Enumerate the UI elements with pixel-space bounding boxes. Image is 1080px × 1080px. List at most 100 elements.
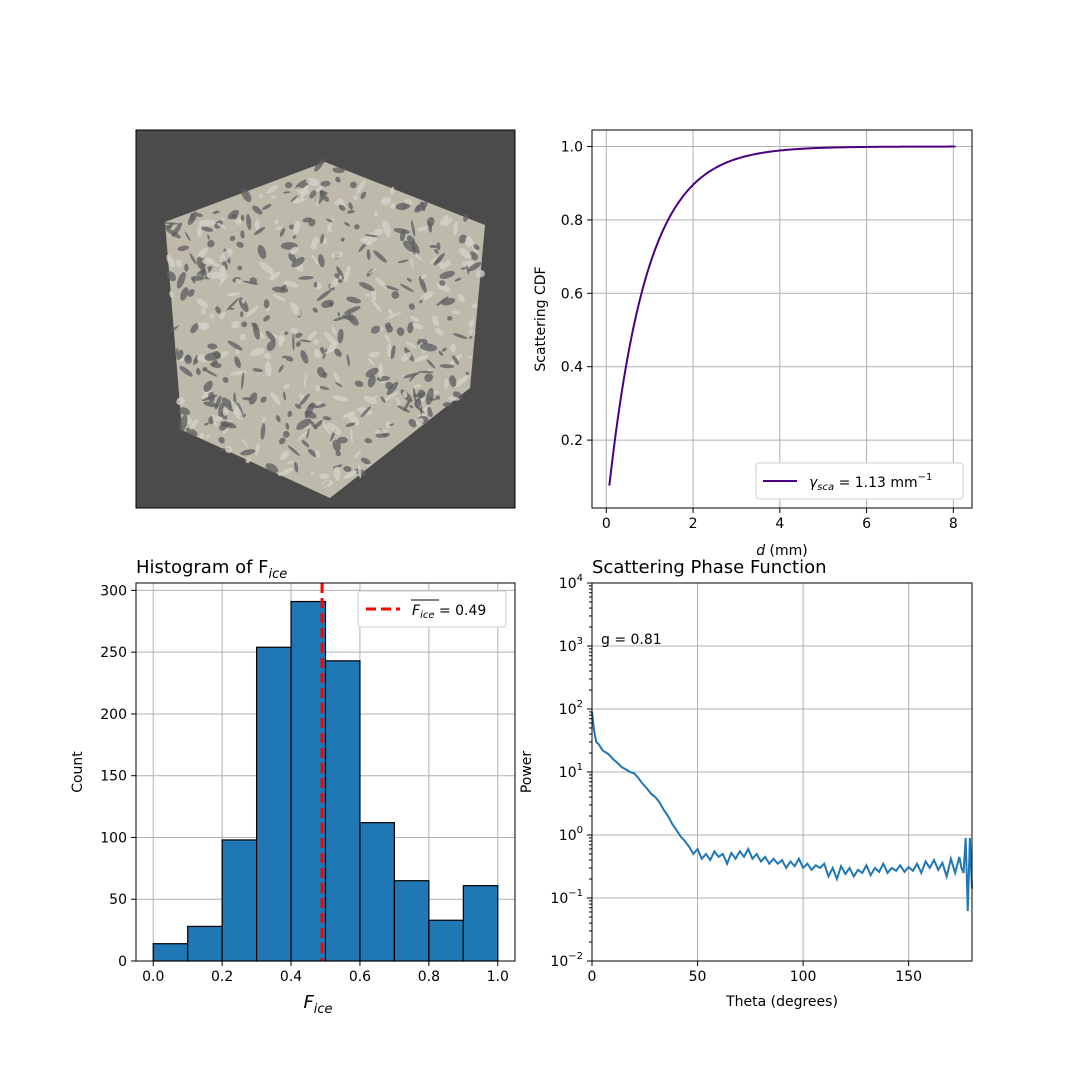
ice-grain xyxy=(231,213,238,220)
ice-grain xyxy=(278,364,284,373)
ice-grain xyxy=(419,343,438,352)
phase-ytick-label: 102 xyxy=(559,699,583,718)
ice-grain xyxy=(214,415,223,422)
ice-grain xyxy=(402,390,408,399)
ice-grain xyxy=(386,325,393,333)
ice-grain xyxy=(471,303,478,309)
ice-grain xyxy=(451,310,461,315)
histogram-bar xyxy=(255,646,292,962)
ice-grain xyxy=(314,158,325,172)
ice-grain xyxy=(425,387,434,406)
ice-grain xyxy=(187,288,195,297)
ice-grain xyxy=(345,422,356,427)
ice-grain xyxy=(332,167,345,174)
phase-ytick-label: 10−1 xyxy=(550,888,583,907)
ice-grain xyxy=(201,308,206,315)
ice-grain xyxy=(420,405,423,416)
ice-grain xyxy=(226,292,242,297)
ice-grain xyxy=(207,343,218,350)
ice-grain xyxy=(203,401,219,408)
histogram-panel: 0.0 0.2 0.4 0.6 0.8 1.0 0 50 100 150 200 250 300 His… xyxy=(70,557,516,1017)
ice-grain xyxy=(261,417,266,423)
ice-grain xyxy=(371,395,378,401)
ice-grain xyxy=(189,253,197,265)
ice-grain xyxy=(439,214,449,226)
ice-grain xyxy=(169,290,174,298)
ice-grain xyxy=(201,226,214,232)
ice-grain xyxy=(390,345,396,360)
ice-grain xyxy=(184,355,193,364)
ice-grain xyxy=(421,338,428,345)
histogram-legend-label: Fice = 0.49 xyxy=(412,603,486,621)
ice-grain xyxy=(207,234,210,240)
ice-grain xyxy=(245,305,259,318)
ice-grain xyxy=(264,352,271,360)
ice-grain xyxy=(380,396,386,403)
ice-grain xyxy=(347,210,355,214)
histogram-xtick-label: 0.4 xyxy=(280,969,302,985)
ice-grain xyxy=(263,315,271,322)
ice-grain xyxy=(452,333,468,339)
ice-grain xyxy=(241,438,249,448)
ice-grain xyxy=(179,357,185,362)
ice-grain xyxy=(197,224,203,238)
phase-ytick-label: 10−2 xyxy=(550,951,583,970)
ice-grain xyxy=(289,246,299,254)
ice-grain xyxy=(304,410,317,419)
ice-grain xyxy=(348,202,353,210)
ice-grain xyxy=(252,368,264,373)
ice-grain xyxy=(212,414,218,428)
ice-grain xyxy=(241,188,252,202)
ice-grain xyxy=(409,373,416,382)
ice-grain xyxy=(265,361,272,377)
ice-grain xyxy=(310,242,317,251)
cdf-ytick-label: 0.8 xyxy=(561,213,583,229)
ice-grain xyxy=(189,419,198,430)
ice-grain xyxy=(237,265,243,271)
ice-grain xyxy=(307,448,317,457)
ice-grain xyxy=(338,204,346,211)
ice-grain xyxy=(266,340,276,352)
ice-grain xyxy=(316,289,332,301)
render-frame xyxy=(135,129,516,509)
ice-grain xyxy=(343,470,358,480)
ice-grain xyxy=(190,275,205,281)
ice-grain xyxy=(396,327,405,336)
ice-grain xyxy=(473,244,480,251)
ice-grain xyxy=(224,445,233,454)
ice-grain xyxy=(303,372,307,388)
histogram-bar xyxy=(393,880,430,962)
ice-grain xyxy=(458,234,467,244)
ice-grain xyxy=(283,191,291,194)
ice-grain xyxy=(292,333,295,351)
ice-grain xyxy=(310,471,314,477)
ice-grain xyxy=(405,341,417,349)
ice-grain xyxy=(468,318,475,328)
ice-grain xyxy=(358,281,375,292)
ice-grain xyxy=(257,244,267,259)
ice-grain xyxy=(407,321,414,334)
ice-grain xyxy=(363,396,378,405)
ice-grain xyxy=(391,291,400,299)
ice-grain xyxy=(320,180,331,187)
ice-grain xyxy=(265,330,276,343)
ice-grain xyxy=(292,197,306,204)
ice-grain xyxy=(458,247,472,259)
ice-grain xyxy=(207,239,215,248)
histogram-ytick-label: 100 xyxy=(100,830,127,846)
ice-grain xyxy=(295,187,306,194)
ice-grain xyxy=(319,386,330,390)
ice-grain xyxy=(390,186,395,195)
ice-grain xyxy=(415,418,424,425)
ice-grain xyxy=(288,252,297,263)
ice-grain xyxy=(368,358,375,366)
ice-grain xyxy=(386,381,399,395)
ice-grain xyxy=(333,466,341,481)
ice-grain xyxy=(306,177,320,187)
ice-grain xyxy=(356,179,366,194)
ice-grain xyxy=(307,330,318,341)
ice-grain xyxy=(403,199,413,205)
ice-grain xyxy=(240,230,245,239)
ice-grain xyxy=(349,181,357,189)
